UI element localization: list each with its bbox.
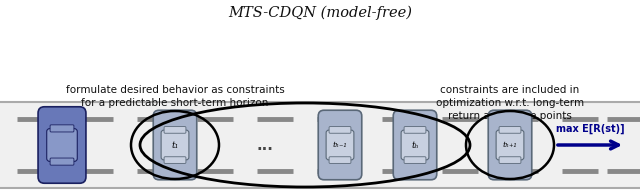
Text: ...: ... [257, 137, 273, 152]
FancyBboxPatch shape [499, 127, 521, 133]
FancyBboxPatch shape [38, 107, 86, 183]
FancyBboxPatch shape [50, 125, 74, 132]
FancyBboxPatch shape [329, 157, 351, 163]
FancyBboxPatch shape [164, 127, 186, 133]
Text: tₕ₋₁: tₕ₋₁ [333, 141, 348, 149]
Text: t₁: t₁ [172, 141, 179, 150]
FancyBboxPatch shape [393, 110, 436, 180]
Text: constraints are included in
optimization w.r.t. long-term
return at all time poi: constraints are included in optimization… [436, 85, 584, 121]
FancyBboxPatch shape [404, 157, 426, 163]
Bar [0, 102, 640, 188]
FancyBboxPatch shape [161, 130, 189, 160]
FancyBboxPatch shape [401, 130, 429, 160]
Text: max E[R(st)]: max E[R(st)] [556, 124, 624, 134]
FancyBboxPatch shape [318, 110, 362, 180]
Text: MTS-CDQN (model-free): MTS-CDQN (model-free) [228, 6, 412, 20]
FancyBboxPatch shape [329, 127, 351, 133]
FancyBboxPatch shape [47, 129, 77, 161]
FancyBboxPatch shape [326, 130, 354, 160]
Text: tₕ: tₕ [412, 141, 419, 150]
FancyBboxPatch shape [404, 127, 426, 133]
Text: tₕ₊₁: tₕ₊₁ [502, 141, 517, 149]
FancyBboxPatch shape [153, 110, 196, 180]
FancyBboxPatch shape [50, 158, 74, 165]
FancyBboxPatch shape [164, 157, 186, 163]
FancyBboxPatch shape [499, 157, 521, 163]
FancyBboxPatch shape [496, 130, 524, 160]
Text: formulate desired behavior as constraints
for a predictable short-term horizon: formulate desired behavior as constraint… [66, 85, 284, 108]
FancyBboxPatch shape [488, 110, 532, 180]
